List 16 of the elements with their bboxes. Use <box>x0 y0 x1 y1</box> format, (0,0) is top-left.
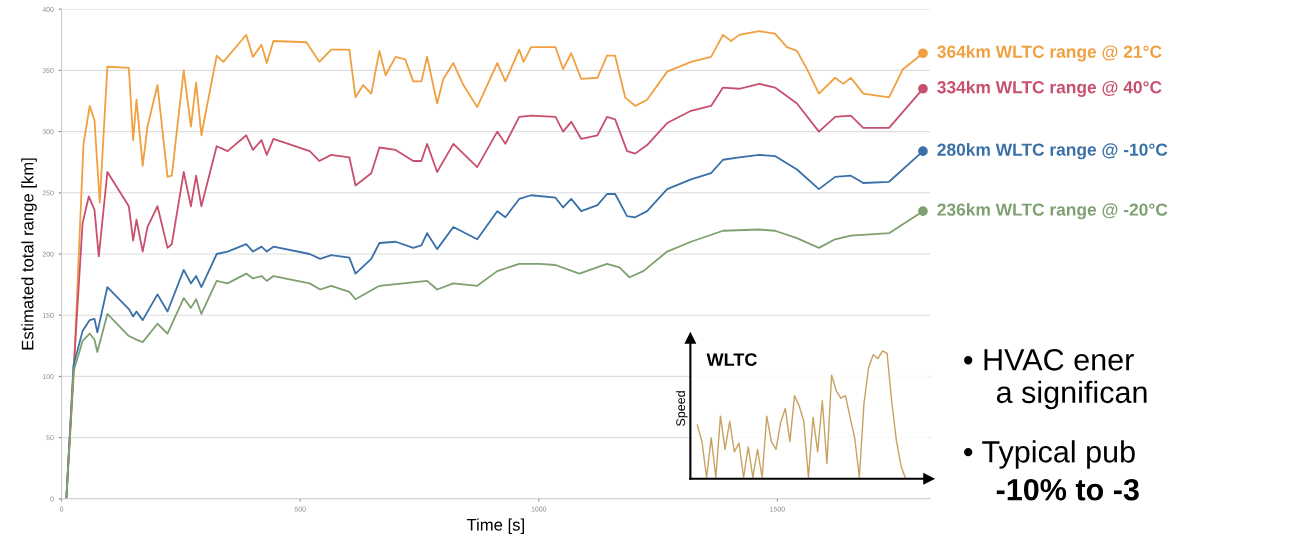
series-label: 364km WLTC range @ 21°C <box>937 45 1162 62</box>
point <box>918 83 928 94</box>
text: a significan <box>996 380 1147 410</box>
chart-title: WLTC <box>706 353 757 366</box>
text: • Typical pub <box>964 440 1135 469</box>
y-axis-title: Speed <box>675 391 688 426</box>
y-axis-title: Estimated total range [km] <box>21 158 37 350</box>
series-label: 280km WLTC range @ -10°C <box>937 143 1168 160</box>
point <box>918 146 928 157</box>
x-axis-title: Time [s] <box>466 518 524 535</box>
series-label: 334km WLTC range @ 40°C <box>937 80 1162 97</box>
series-label: 236km WLTC range @ -20°C <box>937 203 1168 220</box>
text: -10% to -3 <box>996 478 1139 501</box>
point <box>918 206 928 217</box>
point <box>918 48 928 59</box>
text: • HVAC ener <box>964 349 1134 371</box>
